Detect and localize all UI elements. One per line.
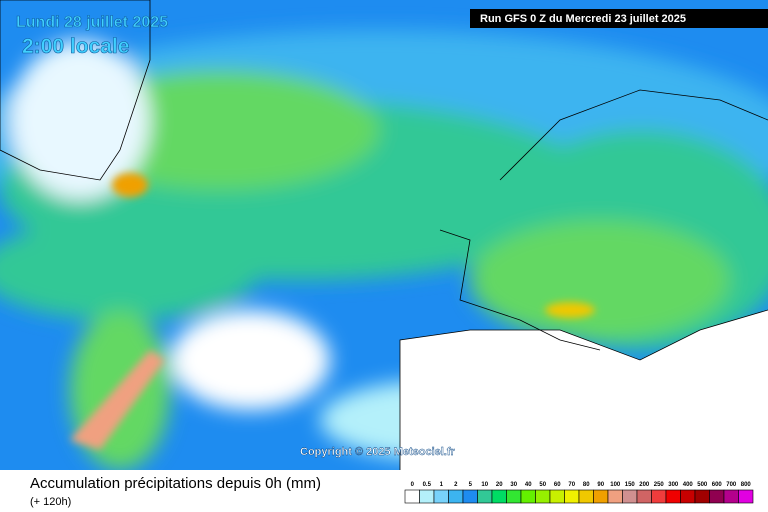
legend-swatch (433, 489, 449, 504)
legend-swatch (622, 489, 638, 504)
legend-label: 800 (741, 482, 752, 488)
legend-label: 10 (481, 482, 488, 488)
legend-label: 20 (496, 482, 503, 488)
legend-swatch (404, 489, 420, 504)
legend-label: 200 (639, 482, 650, 488)
legend-label: 500 (697, 482, 708, 488)
legend-swatch (419, 489, 435, 504)
legend-swatch (723, 489, 739, 504)
legend-label: 300 (668, 482, 679, 488)
legend: 0 0.5 1 2 5 10 20 30 40 50 60 70 80 90 100 150 200 250 300… (404, 482, 754, 504)
legend-label: 80 (583, 482, 590, 488)
legend-swatch (607, 489, 623, 504)
legend-label: 400 (683, 482, 694, 488)
footer-title: Accumulation précipitations depuis 0h (m… (30, 475, 321, 492)
legend-swatch (593, 489, 609, 504)
legend-label: 30 (510, 482, 517, 488)
run: Run GFS 0 Z du Mercredi 23 juillet 2025 (480, 13, 686, 25)
legend-swatch (564, 489, 580, 504)
legend-label: 60 (554, 482, 561, 488)
legend-label: 0 (411, 482, 415, 488)
legend-label: 600 (712, 482, 723, 488)
legend-swatch (738, 489, 754, 504)
legend-label: 5 (469, 482, 473, 488)
run-box (470, 9, 768, 28)
legend-swatch (694, 489, 710, 504)
legend-label: 70 (568, 482, 575, 488)
footer-subtitle: (+ 120h) (30, 496, 71, 508)
legend-swatch (709, 489, 725, 504)
legend-label: 50 (539, 482, 546, 488)
legend-swatch (477, 489, 493, 504)
date: Lundi 28 juillet 2025 (16, 14, 168, 31)
legend-swatch (535, 489, 551, 504)
legend-label: 1 (440, 482, 444, 488)
legend-swatch (636, 489, 652, 504)
legend-label: 250 (654, 482, 665, 488)
legend-label: 40 (525, 482, 532, 488)
legend-label: 100 (610, 482, 621, 488)
legend-label: 700 (726, 482, 737, 488)
legend-swatch (491, 489, 507, 504)
legend-label: 2 (454, 482, 458, 488)
legend-swatch (448, 489, 464, 504)
legend-swatch (506, 489, 522, 504)
legend-swatch (520, 489, 536, 504)
legend-label: 0.5 (423, 482, 432, 488)
legend-label: 150 (625, 482, 636, 488)
copyright: Copyright © 2025 Meteociel.fr (300, 446, 456, 458)
legend-swatch (578, 489, 594, 504)
map (0, 0, 768, 470)
time: 2:00 locale (22, 35, 129, 58)
legend-swatch (462, 489, 478, 504)
legend-swatch (680, 489, 696, 504)
legend-swatch (651, 489, 667, 504)
legend-swatch (549, 489, 565, 504)
legend-label: 90 (597, 482, 604, 488)
legend-swatch (665, 489, 681, 504)
